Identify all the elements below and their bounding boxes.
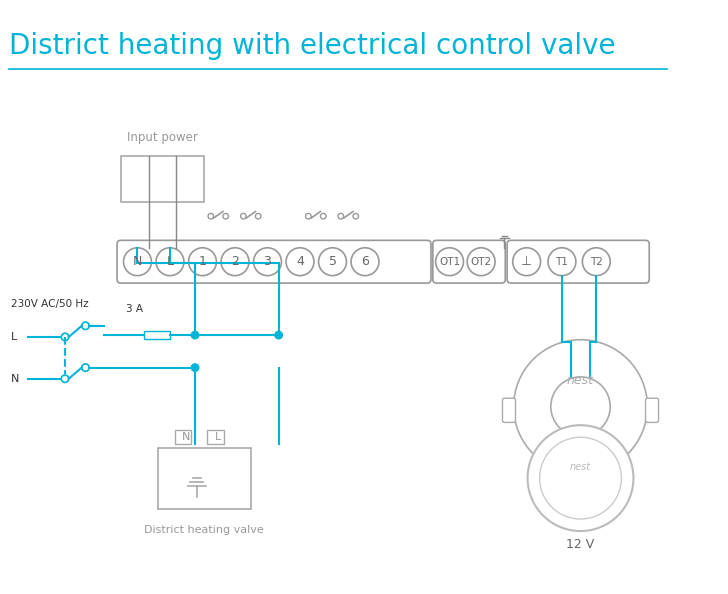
Circle shape [82, 364, 89, 371]
Circle shape [338, 213, 344, 219]
Text: T2: T2 [590, 257, 603, 267]
FancyBboxPatch shape [121, 156, 205, 203]
Circle shape [551, 377, 610, 437]
Text: 2: 2 [231, 255, 239, 268]
FancyBboxPatch shape [207, 430, 223, 444]
Circle shape [548, 248, 576, 276]
Circle shape [61, 375, 68, 383]
Circle shape [208, 213, 213, 219]
Circle shape [306, 213, 311, 219]
Circle shape [513, 248, 541, 276]
Circle shape [539, 437, 622, 519]
FancyBboxPatch shape [646, 398, 659, 422]
Text: OT1: OT1 [439, 257, 460, 267]
Circle shape [82, 322, 89, 330]
Text: 1: 1 [199, 255, 207, 268]
Circle shape [223, 213, 229, 219]
Text: L: L [167, 255, 173, 268]
Text: 12 V: 12 V [566, 539, 595, 551]
Circle shape [514, 340, 647, 473]
Circle shape [351, 248, 379, 276]
Text: L: L [215, 432, 221, 443]
Circle shape [467, 248, 495, 276]
Text: nest: nest [567, 374, 594, 387]
FancyBboxPatch shape [144, 331, 170, 339]
Text: L: L [11, 332, 17, 342]
Circle shape [61, 333, 68, 340]
Circle shape [253, 248, 282, 276]
Text: 5: 5 [328, 255, 336, 268]
Text: District heating with electrical control valve: District heating with electrical control… [9, 32, 616, 60]
FancyBboxPatch shape [158, 448, 250, 509]
Circle shape [275, 331, 282, 339]
Text: N: N [132, 255, 142, 268]
Text: Input power: Input power [127, 131, 198, 144]
Circle shape [191, 364, 199, 371]
Circle shape [582, 248, 610, 276]
Text: 6: 6 [361, 255, 369, 268]
Text: N: N [181, 432, 190, 443]
Circle shape [189, 248, 216, 276]
FancyBboxPatch shape [117, 241, 431, 283]
FancyBboxPatch shape [566, 427, 596, 444]
FancyBboxPatch shape [175, 430, 191, 444]
FancyBboxPatch shape [502, 398, 515, 422]
Circle shape [156, 248, 184, 276]
Text: OT2: OT2 [470, 257, 491, 267]
Circle shape [528, 425, 633, 531]
FancyBboxPatch shape [433, 241, 505, 283]
Circle shape [191, 331, 199, 339]
Text: T1: T1 [555, 257, 569, 267]
Text: District heating valve: District heating valve [144, 526, 264, 535]
Circle shape [435, 248, 464, 276]
Text: nest: nest [570, 462, 591, 472]
Circle shape [256, 213, 261, 219]
Circle shape [286, 248, 314, 276]
Circle shape [240, 213, 246, 219]
Text: ⊥: ⊥ [521, 255, 532, 268]
Text: 230V AC/50 Hz: 230V AC/50 Hz [11, 299, 89, 309]
Text: N: N [11, 374, 20, 384]
FancyBboxPatch shape [507, 241, 649, 283]
Text: 4: 4 [296, 255, 304, 268]
Circle shape [319, 248, 347, 276]
Circle shape [320, 213, 326, 219]
Text: 3 A: 3 A [126, 304, 143, 314]
Text: 3: 3 [264, 255, 272, 268]
Circle shape [353, 213, 358, 219]
Circle shape [221, 248, 249, 276]
Circle shape [124, 248, 151, 276]
